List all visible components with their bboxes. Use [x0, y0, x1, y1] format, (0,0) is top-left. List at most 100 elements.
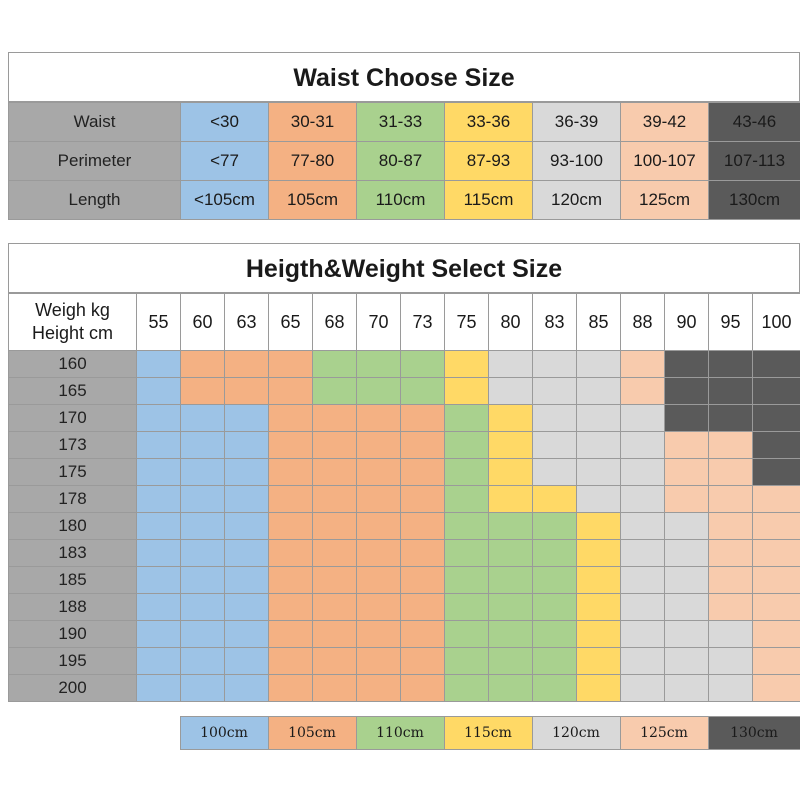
- size-cell: [664, 458, 709, 486]
- size-cell: [268, 485, 313, 513]
- size-cell: [400, 377, 445, 405]
- height-header-cell: 175: [8, 458, 137, 486]
- waist-cell: 105cm: [268, 180, 357, 220]
- size-cell: [444, 539, 489, 567]
- height-row: 170: [8, 404, 800, 432]
- size-cell: [532, 539, 577, 567]
- size-cell: [356, 350, 401, 378]
- size-cell: [312, 377, 357, 405]
- waist-cell: 43-46: [708, 102, 800, 142]
- size-cell: [444, 620, 489, 648]
- size-cell: [576, 674, 621, 702]
- size-cell: [356, 458, 401, 486]
- height-weight-table: Weigh kg Height cm 55 60 63 65 68 70 73 75 80 83 8…: [8, 293, 800, 702]
- waist-cell: 115cm: [444, 180, 533, 220]
- size-cell: [268, 404, 313, 432]
- size-cell: [224, 377, 269, 405]
- size-cell: [180, 458, 225, 486]
- size-cell: [488, 566, 533, 594]
- size-cell: [532, 458, 577, 486]
- waist-table-row: Length <105cm 105cm 110cm 115cm 120cm 125cm 130…: [8, 180, 800, 220]
- size-cell: [268, 350, 313, 378]
- height-header-cell: 173: [8, 431, 137, 459]
- waist-cell: 80-87: [356, 141, 445, 181]
- height-row: 178: [8, 485, 800, 513]
- row-header: Perimeter: [8, 141, 181, 181]
- size-cell: [224, 458, 269, 486]
- legend-item: 105cm: [267, 716, 357, 750]
- size-cell: [488, 620, 533, 648]
- size-cell: [312, 431, 357, 459]
- size-cell: [752, 485, 800, 513]
- height-header-cell: 170: [8, 404, 137, 432]
- size-cell: [136, 674, 181, 702]
- waist-table-title: Waist Choose Size: [8, 52, 800, 102]
- legend-item: 110cm: [355, 716, 445, 750]
- size-cell: [488, 674, 533, 702]
- size-cell: [576, 593, 621, 621]
- size-cell: [136, 377, 181, 405]
- size-cell: [488, 485, 533, 513]
- weight-header-cell: 73: [400, 293, 445, 351]
- size-cell: [136, 593, 181, 621]
- size-cell: [444, 485, 489, 513]
- height-row: 173: [8, 431, 800, 459]
- weight-header-cell: 55: [136, 293, 181, 351]
- height-header-cell: 160: [8, 350, 137, 378]
- size-cell: [136, 350, 181, 378]
- size-cell: [444, 404, 489, 432]
- size-cell: [576, 512, 621, 540]
- size-cell: [400, 674, 445, 702]
- waist-cell: <105cm: [180, 180, 269, 220]
- size-cell: [488, 512, 533, 540]
- weight-header-cell: 60: [180, 293, 225, 351]
- size-cell: [708, 593, 753, 621]
- size-cell: [532, 620, 577, 648]
- size-cell: [488, 404, 533, 432]
- size-cell: [400, 350, 445, 378]
- legend-item: 120cm: [531, 716, 621, 750]
- weight-header-cell: 70: [356, 293, 401, 351]
- size-cell: [444, 647, 489, 675]
- size-cell: [312, 539, 357, 567]
- size-cell: [664, 350, 709, 378]
- waist-cell: 87-93: [444, 141, 533, 181]
- size-cell: [224, 647, 269, 675]
- waist-cell: 33-36: [444, 102, 533, 142]
- size-cell: [312, 485, 357, 513]
- size-cell: [664, 377, 709, 405]
- size-cell: [224, 431, 269, 459]
- waist-cell: 125cm: [620, 180, 709, 220]
- size-cell: [356, 620, 401, 648]
- size-cell: [620, 593, 665, 621]
- size-cell: [576, 620, 621, 648]
- size-cell: [268, 458, 313, 486]
- size-cell: [356, 512, 401, 540]
- size-cell: [224, 566, 269, 594]
- size-cell: [356, 404, 401, 432]
- waist-cell: 120cm: [532, 180, 621, 220]
- weight-header-cell: 88: [620, 293, 665, 351]
- size-cell: [400, 431, 445, 459]
- weight-header-cell: 100: [752, 293, 800, 351]
- height-header-cell: 183: [8, 539, 137, 567]
- size-cell: [224, 350, 269, 378]
- size-cell: [268, 593, 313, 621]
- size-cell: [224, 485, 269, 513]
- size-cell: [576, 647, 621, 675]
- size-cell: [620, 512, 665, 540]
- size-cell: [664, 431, 709, 459]
- size-cell: [400, 512, 445, 540]
- height-row: 200: [8, 674, 800, 702]
- row-header: Length: [8, 180, 181, 220]
- waist-table-row: Waist <30 30-31 31-33 33-36 36-39 39-42 43-46: [8, 102, 800, 142]
- size-cell: [400, 620, 445, 648]
- height-row: 185: [8, 566, 800, 594]
- size-cell: [664, 566, 709, 594]
- size-cell: [532, 674, 577, 702]
- size-cell: [180, 377, 225, 405]
- waist-cell: 107-113: [708, 141, 800, 181]
- waist-cell: 31-33: [356, 102, 445, 142]
- size-cell: [356, 647, 401, 675]
